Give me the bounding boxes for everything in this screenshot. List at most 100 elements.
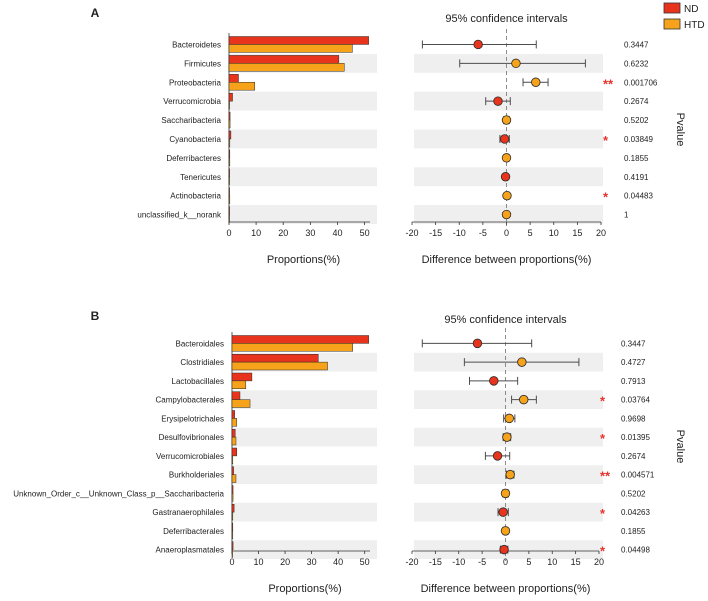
category-label: Saccharibacteria [161, 116, 221, 125]
bar-htd [228, 100, 230, 110]
bar-htd [231, 474, 237, 483]
bar-htd [228, 82, 256, 91]
category-label: Verrucomicrobia [163, 97, 221, 106]
right-tick-label: 5 [528, 228, 533, 238]
left-tick-label: 40 [332, 228, 342, 238]
diff-point [472, 338, 483, 349]
bar-htd [228, 195, 231, 204]
left-tick-label: 30 [305, 228, 315, 238]
pvalue-label: 0.01395 [621, 433, 650, 442]
category-label: Tenericutes [180, 173, 221, 182]
diff-point [500, 172, 511, 182]
diff-point [501, 209, 512, 220]
bar-htd [228, 176, 230, 185]
bar-nd [231, 410, 235, 419]
pvalue-axis-title: Pvalue [674, 430, 686, 464]
diff-point [499, 544, 509, 555]
category-label: Cyanobacteria [169, 135, 221, 144]
right-tick-label: 0 [504, 228, 509, 238]
pvalue-label: 0.004571 [621, 471, 655, 480]
bar-nd [228, 187, 230, 196]
bar-nd [231, 372, 253, 382]
ci-title: 95% confidence intervals [444, 314, 567, 326]
right-tick-label: -20 [405, 228, 418, 238]
pvalue-label: 0.03849 [624, 135, 653, 144]
bar-nd [228, 74, 239, 83]
legend-label-htd: HTD [684, 20, 705, 31]
left-tick-label: 0 [229, 557, 234, 567]
significance-stars: ** [603, 76, 614, 91]
right-tick-label: 20 [594, 557, 604, 567]
diff-point [531, 77, 541, 87]
bar-htd [228, 138, 231, 148]
bar-htd [228, 157, 231, 167]
pvalue-label: 0.6232 [624, 59, 649, 68]
left-x-axis-title: Proportions(%) [268, 583, 341, 595]
bar-htd [231, 380, 247, 389]
left-tick-label: 10 [254, 557, 264, 567]
pvalue-label: 0.3447 [624, 40, 649, 49]
bar-htd [228, 44, 353, 53]
category-label: Gastranaerophilales [152, 508, 224, 517]
right-tick-label: 10 [547, 557, 557, 567]
bar-nd [231, 447, 238, 457]
diff-point [473, 39, 483, 50]
diff-point [504, 413, 514, 424]
bar-htd [228, 214, 230, 223]
category-label: Deferribacteres [166, 154, 221, 163]
diff-point [502, 432, 512, 442]
pvalue-label: 0.04498 [621, 546, 650, 555]
significance-stars: * [603, 133, 609, 148]
bar-nd [228, 55, 340, 64]
category-label: Bacteroidales [176, 339, 224, 348]
right-tick-label: -10 [452, 557, 465, 567]
bar-nd [231, 335, 369, 344]
left-x-axis-title: Proportions(%) [267, 254, 340, 266]
category-label: unclassified_k__norank [137, 211, 222, 220]
left-tick-label: 40 [333, 557, 343, 567]
category-label: Firmicutes [184, 59, 221, 68]
diff-point [501, 115, 512, 125]
diff-point [517, 357, 527, 367]
category-label: Erysipelotrichales [161, 414, 224, 423]
bar-nd [231, 541, 234, 550]
row-stripe-left [231, 465, 377, 484]
left-tick-label: 30 [307, 557, 317, 567]
right-tick-label: 10 [549, 228, 559, 238]
pvalue-label: 0.03764 [621, 396, 650, 405]
right-tick-label: 15 [571, 557, 581, 567]
pvalue-label: 0.7913 [621, 377, 646, 386]
pvalue-label: 0.1855 [621, 527, 646, 536]
legend-swatch-htd [663, 18, 681, 30]
pvalue-label: 0.04483 [624, 192, 653, 201]
bar-htd [231, 361, 328, 371]
pvalue-label: 0.2674 [624, 97, 649, 106]
bar-nd [228, 111, 231, 121]
bar-nd [228, 36, 369, 45]
diff-point [500, 488, 511, 499]
category-label: Clostridiales [180, 358, 224, 367]
bar-nd [228, 130, 232, 140]
diff-point [500, 526, 511, 536]
right-tick-label: 5 [526, 557, 531, 567]
bar-htd [231, 418, 238, 427]
diff-point [492, 451, 503, 461]
left-tick-label: 50 [360, 228, 370, 238]
legend-label-nd: ND [684, 4, 698, 15]
left-tick-label: 20 [280, 557, 290, 567]
diff-point [519, 394, 529, 405]
bar-nd [231, 354, 319, 363]
bar-nd [228, 168, 230, 177]
bar-nd [231, 466, 234, 475]
diff-point [489, 376, 499, 386]
diff-point [502, 190, 512, 201]
diff-point [511, 58, 521, 69]
pvalue-label: 0.4191 [624, 173, 649, 182]
right-x-axis-title: Difference between proportions(%) [421, 583, 591, 595]
bar-nd [228, 92, 233, 102]
left-tick-label: 10 [251, 228, 261, 238]
right-tick-label: -5 [479, 228, 487, 238]
